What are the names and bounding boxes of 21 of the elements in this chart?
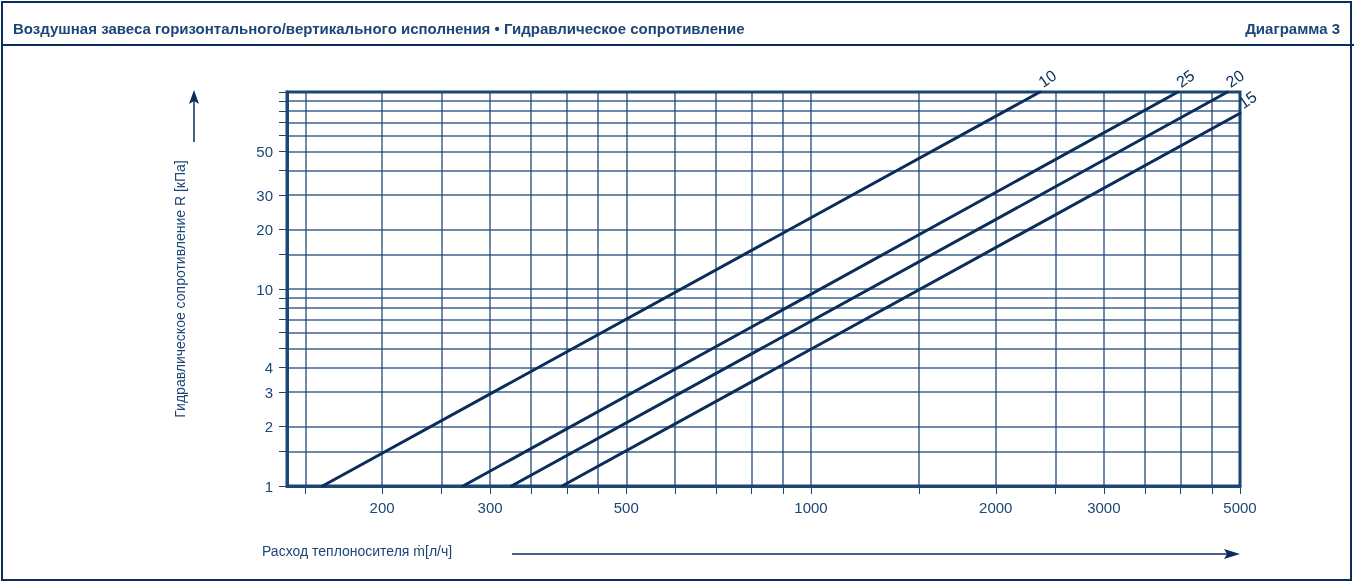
chart-title: Воздушная завеса горизонтального/вертикального исполнения • Гидравлическое сопротивление (13, 20, 745, 37)
y-tick-label: 2 (264, 418, 273, 436)
x-tick-label: 3000 (1087, 499, 1121, 516)
text: 25 (1173, 66, 1198, 91)
y-tick-label: 1 (264, 477, 273, 495)
x-tick-label: 500 (613, 499, 639, 516)
y-tick-label: 20 (256, 221, 273, 239)
x-tick-label: 200 (369, 499, 395, 516)
y-tick-label: 50 (256, 142, 273, 160)
x-tick-label: 300 (477, 499, 503, 516)
x-tick-label: 2000 (979, 499, 1013, 516)
y-tick-label: 4 (264, 358, 273, 376)
x-tick-label: 1000 (794, 499, 828, 516)
text: Диаграмма 3 (1245, 20, 1341, 37)
y-tick-label: 3 (264, 383, 273, 401)
y-axis-title: Гидравлическое сопротивление R [кПа] (172, 160, 188, 418)
text: 10 (1035, 66, 1060, 91)
y-tick-label: 30 (256, 186, 273, 204)
x-tick-label: 5000 (1223, 499, 1257, 516)
y-tick-label: 10 (256, 280, 273, 298)
x-axis-title: Расход теплоносителя ṁ[л/ч] (262, 543, 453, 559)
